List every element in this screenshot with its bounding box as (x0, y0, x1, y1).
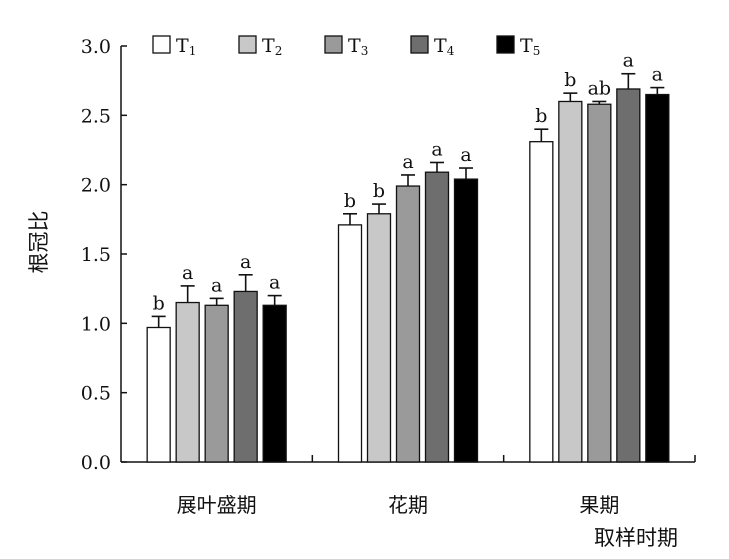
legend-label: T1 (176, 35, 196, 58)
bar (395, 185, 421, 463)
significance-label: a (402, 151, 413, 173)
significance-label: a (460, 144, 471, 166)
legend-label: T5 (520, 35, 540, 58)
significance-label: b (535, 105, 547, 127)
bar (587, 103, 612, 463)
significance-label: b (153, 292, 165, 314)
significance-label: a (269, 272, 280, 294)
significance-label: a (211, 274, 222, 296)
legend-label: T4 (434, 35, 455, 58)
y-tick-label: 1.0 (81, 313, 111, 335)
bar (453, 178, 479, 463)
legend-swatch (410, 35, 429, 54)
significance-label: a (623, 50, 634, 72)
bar (262, 304, 287, 463)
bar (146, 326, 171, 463)
category-label: 花期 (388, 493, 428, 517)
legend-label: T3 (348, 35, 368, 58)
significance-label: a (431, 138, 442, 160)
legend-swatch (324, 35, 343, 54)
bar (558, 100, 583, 463)
significance-label: a (240, 251, 251, 273)
legend-swatch (152, 35, 171, 54)
x-axis-title: 取样时期 (594, 526, 678, 550)
bar (337, 224, 363, 463)
y-tick-label: 0.5 (81, 383, 111, 405)
category-label: 展叶盛期 (177, 493, 257, 517)
bar (233, 290, 258, 463)
bar (645, 93, 670, 463)
y-tick-label: 1.5 (81, 244, 111, 266)
bar (366, 213, 392, 463)
significance-label: a (182, 262, 193, 284)
x-axis: 展叶盛期 花期 果期 (121, 455, 696, 517)
bar (529, 141, 554, 463)
category-label: 果期 (579, 493, 619, 517)
bar (616, 88, 641, 463)
y-axis: 0.0 0.5 1.0 1.5 2.0 2.5 3.0 (81, 36, 127, 474)
y-tick-label: 3.0 (81, 36, 111, 58)
y-tick-label: 2.5 (81, 105, 111, 127)
significance-label: ab (588, 77, 612, 99)
significance-label: a (652, 64, 663, 86)
bar (175, 301, 200, 463)
significance-label: b (564, 69, 576, 91)
legend-swatch (496, 35, 515, 54)
legend-label: T2 (262, 35, 282, 58)
y-axis-title: 根冠比 (27, 211, 51, 274)
legend-swatch (238, 35, 257, 54)
bar (204, 304, 229, 463)
significance-label: b (344, 190, 356, 212)
y-tick-label: 0.0 (81, 452, 111, 474)
legend: T1 T2 T3 T4 T5 (152, 35, 540, 58)
significance-label: b (373, 180, 385, 202)
y-tick-label: 2.0 (81, 175, 111, 197)
bar (424, 171, 450, 463)
